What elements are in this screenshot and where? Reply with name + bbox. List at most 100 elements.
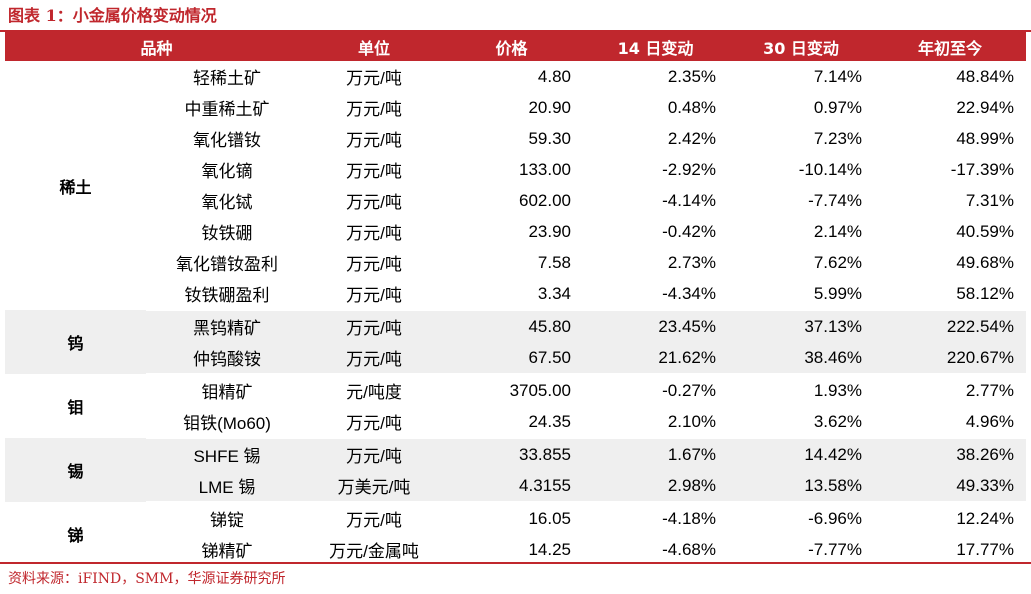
figure-caption: 图表 1：小金属价格变动情况: [8, 6, 217, 25]
ytd-cell: 58.12%: [874, 278, 1027, 311]
unit-cell: 万元/吨: [346, 511, 402, 530]
chg30-cell: 5.99%: [728, 278, 875, 311]
price-cell: 3705.00: [509, 380, 572, 400]
category-cell: 锡: [5, 438, 146, 502]
header-ytd: 年初至今: [874, 32, 1027, 61]
price-cell: 4.80: [537, 66, 572, 86]
unit-cell: 万元/吨: [346, 193, 402, 212]
price-cell: 16.05: [528, 508, 572, 528]
product-cell: 钕铁硼盈利: [146, 278, 309, 311]
ytd-cell: 49.68%: [956, 252, 1015, 272]
ytd-cell: 17.77%: [874, 534, 1027, 567]
header-chg14: 14 日变动: [583, 32, 729, 61]
ytd-cell: 2.77%: [965, 380, 1015, 400]
product-cell: 中重稀土矿: [184, 100, 270, 119]
chg14-cell: 2.98%: [583, 470, 729, 503]
price-cell: 33.855: [440, 438, 584, 470]
chg14-cell: -4.68%: [583, 534, 729, 567]
product-cell: 钕铁硼: [201, 224, 253, 243]
chg14-cell: -0.27%: [662, 380, 717, 400]
table-row: 中重稀土矿 万元/吨 20.90 0.48% 0.97% 22.94%: [5, 92, 1026, 123]
chg14-cell: -4.18%: [662, 508, 717, 528]
price-cell: 4.3155: [440, 470, 584, 503]
table-row: 钕铁硼 万元/吨 23.90 -0.42% 2.14% 40.59%: [5, 216, 1026, 247]
chg30-cell: 13.58%: [728, 470, 875, 503]
chg14-cell: -2.92%: [662, 159, 717, 179]
table-header-row: 品种 单位 价格 14 日变动 30 日变动 年初至今: [5, 32, 1027, 61]
table-row: 氧化镨钕盈利 万元/吨 7.58 2.73% 7.62% 49.68%: [5, 247, 1026, 278]
price-cell: 3.34: [440, 278, 584, 311]
ytd-cell: 220.67%: [874, 342, 1027, 375]
price-cell: 45.80: [440, 310, 584, 342]
chg30-cell: -6.96%: [808, 508, 863, 528]
product-cell: 钼精矿: [201, 383, 253, 402]
ytd-cell: 222.54%: [874, 310, 1027, 342]
table-row: 仲钨酸铵 万元/吨 67.50 21.62% 38.46% 220.67%: [5, 342, 1027, 375]
table-row: 钕铁硼盈利 万元/吨 3.34 -4.34% 5.99% 58.12%: [5, 278, 1027, 311]
chg14-cell: 2.73%: [667, 252, 717, 272]
chg30-cell: 37.13%: [728, 310, 875, 342]
product-cell: 锑精矿: [146, 534, 309, 567]
unit-cell: 万元/吨: [346, 224, 402, 243]
product-cell: 氧化镨钕: [193, 131, 261, 150]
price-cell: 67.50: [440, 342, 584, 375]
chg30-cell: -7.77%: [728, 534, 875, 567]
unit-cell: 万元/吨: [346, 131, 402, 150]
product-cell: 黑钨精矿: [146, 310, 309, 342]
price-cell: 59.30: [528, 128, 572, 148]
chg30-cell: 1.93%: [813, 380, 863, 400]
chg14-cell: 0.48%: [667, 97, 717, 117]
product-cell: 锑锭: [210, 511, 244, 530]
unit-cell: 万元/吨: [346, 255, 402, 274]
product-cell: 钼铁(Mo60): [146, 406, 309, 439]
product-cell: 轻稀土矿: [193, 69, 261, 88]
price-cell: 7.58: [537, 252, 572, 272]
category-cell: 钨: [5, 310, 146, 374]
header-price: 价格: [440, 32, 584, 61]
ytd-cell: 40.59%: [956, 221, 1015, 241]
unit-cell: 万美元/吨: [308, 470, 441, 503]
source-note: 资料来源：iFIND，SMM，华源证券研究所: [8, 571, 286, 587]
table-row: 锑 锑锭 万元/吨 16.05 -4.18% -6.96% 12.24%: [5, 502, 1026, 546]
ytd-cell: 22.94%: [956, 97, 1015, 117]
table-row: 钼 钼精矿 元/吨度 3705.00 -0.27% 1.93% 2.77%: [5, 374, 1026, 418]
product-cell: 氧化镝: [201, 162, 253, 181]
unit-cell: 万元/吨: [308, 278, 441, 311]
table-row: LME 锡万美元/吨 4.3155 2.98% 13.58% 49.33%: [5, 470, 1027, 503]
unit-cell: 万元/吨: [346, 162, 402, 181]
table-row: 氧化铽 万元/吨 602.00 -4.14% -7.74% 7.31%: [5, 185, 1026, 216]
price-table: 品种 单位 价格 14 日变动 30 日变动 年初至今 稀土 轻稀土矿万元/吨 4.…: [5, 32, 1027, 567]
chg14-cell: 2.42%: [667, 128, 717, 148]
chg30-cell: 7.14%: [813, 66, 863, 86]
ytd-cell: 7.31%: [965, 190, 1015, 210]
ytd-cell: 4.96%: [874, 406, 1027, 439]
chg14-cell: 23.45%: [583, 310, 729, 342]
ytd-cell: 12.24%: [956, 508, 1015, 528]
table-row: 氧化镨钕 万元/吨 59.30 2.42% 7.23% 48.99%: [5, 123, 1026, 154]
chg30-cell: -10.14%: [798, 159, 863, 179]
chg30-cell: 38.46%: [728, 342, 875, 375]
category-cell: 钼: [67, 398, 84, 417]
header-unit: 单位: [308, 32, 441, 61]
product-cell: SHFE 锡: [146, 438, 309, 470]
chg14-cell: -4.34%: [583, 278, 729, 311]
price-cell: 24.35: [440, 406, 584, 439]
chg30-cell: 3.62%: [728, 406, 875, 439]
price-cell: 23.90: [528, 221, 572, 241]
product-cell: 氧化铽: [201, 193, 253, 212]
category-cell: 稀土: [59, 177, 92, 197]
ytd-cell: 49.33%: [874, 470, 1027, 503]
product-cell: LME 锡: [146, 470, 309, 503]
unit-cell: 万元/吨: [308, 406, 441, 439]
chg14-cell: -0.42%: [662, 221, 717, 241]
chg14-cell: 21.62%: [583, 342, 729, 375]
unit-cell: 万元/金属吨: [308, 534, 441, 567]
chg14-cell: 2.10%: [583, 406, 729, 439]
unit-cell: 万元/吨: [346, 100, 402, 119]
table-row: 钨黑钨精矿 万元/吨 45.80 23.45% 37.13% 222.54%: [5, 310, 1027, 374]
table-body: 稀土 轻稀土矿 万元/吨 4.80 2.35% 7.14% 48.84% 中重稀土矿 万元/吨 2…: [5, 61, 1027, 567]
chg30-cell: 7.62%: [813, 252, 863, 272]
table-row: 稀土 轻稀土矿 万元/吨 4.80 2.35% 7.14% 48.84%: [5, 61, 1026, 197]
table-row: 钼铁(Mo60) 万元/吨 24.35 2.10% 3.62% 4.96%: [5, 406, 1027, 439]
